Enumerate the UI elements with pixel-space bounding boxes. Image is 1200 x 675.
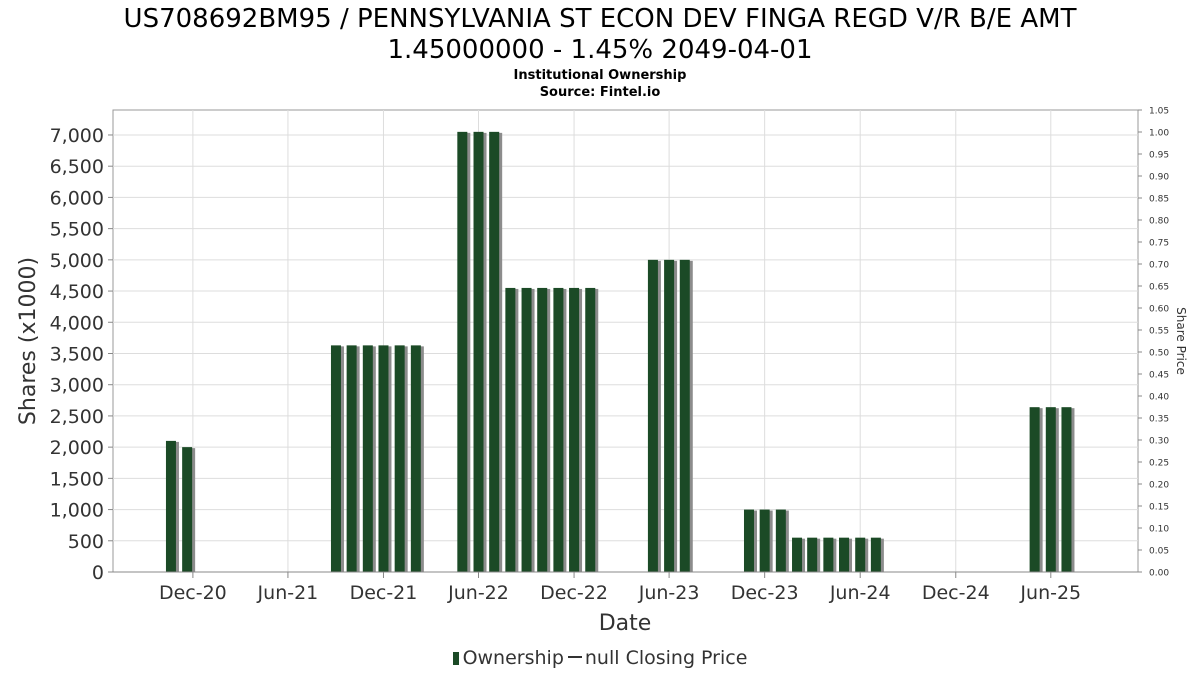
y2-tick-label: 0.10 <box>1149 525 1169 535</box>
x-axis-label: Date <box>599 611 652 636</box>
y2-tick-label: 0.20 <box>1149 481 1169 491</box>
y2-tick-label: 0.05 <box>1149 547 1169 557</box>
chart-title-line1: US708692BM95 / PENNSYLVANIA ST ECON DEV … <box>123 4 1077 34</box>
x-tick-label: Jun-25 <box>1019 582 1081 604</box>
legend-ownership-swatch <box>452 652 459 665</box>
chart-legend: Ownership null Closing Price <box>0 647 1200 669</box>
x-tick-label: Dec-23 <box>731 582 799 604</box>
y-tick-label: 2,000 <box>50 437 104 459</box>
bar <box>807 537 818 572</box>
bar <box>182 447 193 572</box>
bar <box>1045 407 1056 572</box>
y2-axis-label: Share Price <box>1174 307 1188 375</box>
bar <box>394 345 405 572</box>
bar <box>473 131 484 572</box>
bar <box>489 131 500 572</box>
bar <box>1029 407 1040 572</box>
bar <box>743 509 754 572</box>
bar <box>855 537 866 572</box>
x-tick-label: Dec-22 <box>540 582 608 604</box>
y2-tick-label: 0.15 <box>1149 503 1169 513</box>
legend-price-line <box>567 656 582 658</box>
y2-tick-label: 0.45 <box>1149 371 1169 381</box>
bar <box>457 131 468 572</box>
x-tick-label: Jun-23 <box>638 582 700 604</box>
bar <box>870 537 881 572</box>
bar <box>165 440 176 572</box>
y-tick-label: 6,500 <box>50 156 104 178</box>
y2-tick-label: 0.85 <box>1149 195 1169 205</box>
x-tick-label: Jun-24 <box>829 582 891 604</box>
y2-tick-label: 0.25 <box>1149 459 1169 469</box>
x-tick-label: Dec-21 <box>350 582 418 604</box>
bar <box>537 287 548 572</box>
bar <box>585 287 596 572</box>
y2-tick-label: 0.00 <box>1149 569 1169 579</box>
bar <box>679 259 690 572</box>
chart-title-line2: 1.45000000 - 1.45% 2049-04-01 <box>387 35 813 65</box>
y-tick-label: 4,000 <box>50 312 104 334</box>
y2-tick-label: 0.70 <box>1149 261 1169 271</box>
bar <box>505 287 516 572</box>
bar <box>569 287 580 572</box>
y-tick-label: 0 <box>92 562 104 584</box>
y2-tick-label: 0.60 <box>1149 305 1169 315</box>
y-tick-label: 3,500 <box>50 343 104 365</box>
bar <box>410 345 421 572</box>
y-tick-label: 5,000 <box>50 250 104 272</box>
x-tick-label: Jun-21 <box>257 582 319 604</box>
y2-tick-label: 0.90 <box>1149 173 1169 183</box>
y2-tick-label: 0.35 <box>1149 415 1169 425</box>
chart-source: Source: Fintel.io <box>539 85 661 100</box>
x-tick-label: Jun-22 <box>447 582 509 604</box>
y-tick-label: 1,000 <box>50 500 104 522</box>
legend-ownership-label: Ownership <box>462 647 564 669</box>
y2-tick-label: 0.30 <box>1149 437 1169 447</box>
y-tick-label: 5,500 <box>50 219 104 241</box>
bar <box>553 287 564 572</box>
y2-tick-label: 1.05 <box>1149 107 1169 117</box>
x-tick-label: Dec-24 <box>922 582 990 604</box>
y-tick-label: 6,000 <box>50 187 104 209</box>
bar <box>759 509 770 572</box>
bar <box>330 345 341 572</box>
y2-tick-label: 0.50 <box>1149 349 1169 359</box>
y-axis-label: Shares (x1000) <box>16 257 41 425</box>
bar <box>1061 407 1072 572</box>
y-tick-label: 500 <box>68 531 104 553</box>
plot-area <box>112 109 1139 573</box>
bar <box>362 345 373 572</box>
bar <box>647 259 658 572</box>
y2-tick-label: 0.95 <box>1149 151 1169 161</box>
y2-tick-label: 0.55 <box>1149 327 1169 337</box>
y-tick-label: 2,500 <box>50 406 104 428</box>
bar <box>839 537 850 572</box>
bar <box>792 537 803 572</box>
bar <box>346 345 357 572</box>
y2-tick-label: 0.40 <box>1149 393 1169 403</box>
y2-tick-label: 0.80 <box>1149 217 1169 227</box>
x-tick-label: Dec-20 <box>159 582 227 604</box>
y2-tick-label: 0.75 <box>1149 239 1169 249</box>
bar <box>775 509 786 572</box>
y2-tick-label: 0.65 <box>1149 283 1169 293</box>
bar <box>378 345 389 572</box>
chart-subtitle: Institutional Ownership <box>513 68 687 83</box>
bar <box>521 287 532 572</box>
y2-tick-label: 1.00 <box>1149 129 1169 139</box>
y-tick-label: 1,500 <box>50 468 104 490</box>
bar <box>664 259 675 572</box>
y-tick-label: 4,500 <box>50 281 104 303</box>
y-tick-label: 3,000 <box>50 375 104 397</box>
legend-price-label: null Closing Price <box>584 647 748 669</box>
bar <box>823 537 834 572</box>
y-tick-label: 7,000 <box>50 125 104 147</box>
